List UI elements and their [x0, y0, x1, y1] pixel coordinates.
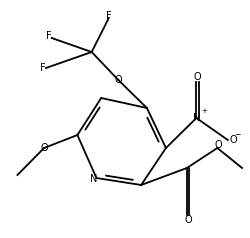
Text: F: F [46, 31, 52, 41]
Text: N: N [90, 174, 97, 184]
Text: F: F [106, 11, 112, 21]
Text: −: − [234, 130, 240, 139]
Text: O: O [214, 140, 222, 150]
Text: O: O [41, 143, 48, 153]
Text: O: O [229, 135, 237, 145]
Text: +: + [201, 108, 207, 114]
Text: O: O [194, 72, 201, 82]
Text: N: N [193, 113, 200, 123]
Text: O: O [184, 215, 192, 225]
Text: F: F [40, 63, 45, 73]
Text: O: O [114, 75, 122, 85]
